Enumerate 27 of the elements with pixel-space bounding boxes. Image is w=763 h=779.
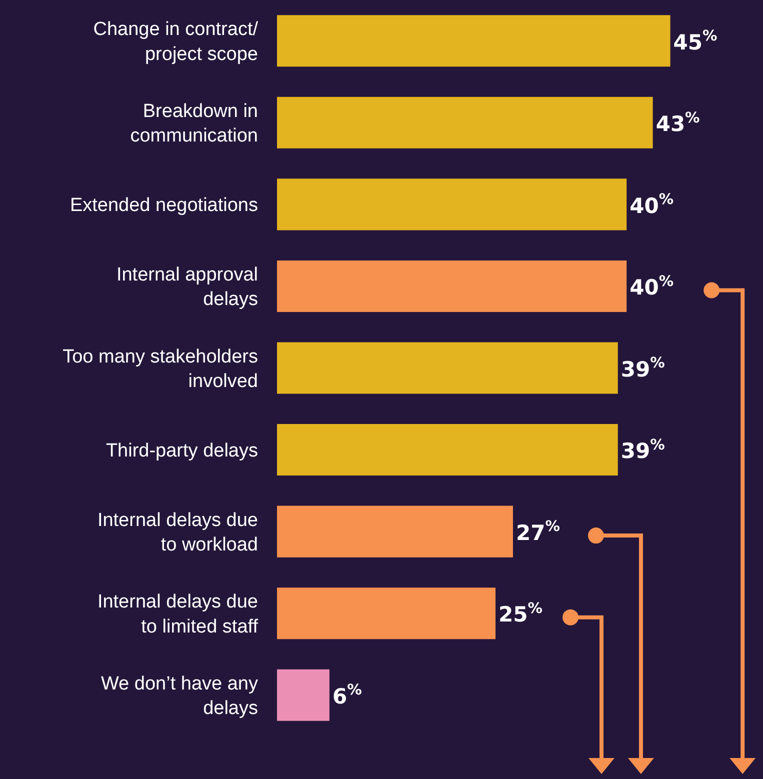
bar <box>277 506 513 558</box>
bar <box>277 588 496 640</box>
bar <box>277 342 618 394</box>
y-tick-label: Internal delays due to limited staff <box>97 592 259 638</box>
data-label: 6$^{%}$ <box>332 682 362 709</box>
data-label: 45$^{%}$ <box>673 27 718 54</box>
bar <box>277 669 330 721</box>
y-tick-label: Internal approval delays <box>116 264 258 310</box>
y-tick-label: Internal delays due to workload <box>97 510 258 556</box>
y-tick-label: Too many stakeholders involved <box>62 346 258 392</box>
y-tick-label: Breakdown in communication <box>130 100 258 147</box>
bar <box>277 424 618 476</box>
y-tick-label: Third-party delays <box>106 440 258 462</box>
data-label: 27$^{%}$ <box>516 518 560 545</box>
data-label: 39$^{%}$ <box>620 354 666 382</box>
data-label: 39$^{%}$ <box>620 436 666 464</box>
bar <box>277 15 670 67</box>
data-label: 40$^{%}$ <box>630 272 674 300</box>
y-tick-label: Extended negotiations <box>70 195 258 216</box>
y-tick-label: Change in contract/ project scope <box>93 19 259 65</box>
bar <box>277 96 653 148</box>
bar <box>277 260 627 312</box>
bar <box>277 178 627 230</box>
data-label: 40$^{%}$ <box>630 191 674 218</box>
data-label: 25$^{%}$ <box>498 600 543 627</box>
data-label: 43$^{%}$ <box>656 109 700 136</box>
y-tick-label: We don’t have any delays <box>100 673 258 720</box>
